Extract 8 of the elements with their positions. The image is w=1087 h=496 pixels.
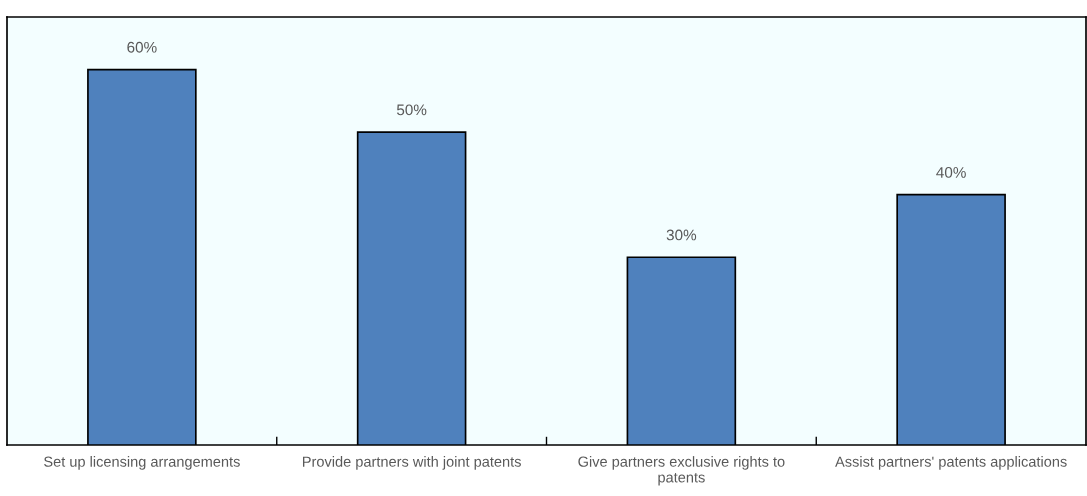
data-label: 50% <box>396 104 427 116</box>
data-label: 40% <box>936 166 966 178</box>
x-tick-label: Assist partners' patents applications <box>835 456 1067 470</box>
data-label: 60% <box>127 41 157 53</box>
x-tick-label: Set up licensing arrangements <box>44 456 240 470</box>
data-label: 30% <box>666 229 697 241</box>
x-tick-label: Provide partners with joint patents <box>302 456 521 470</box>
x-tick-label: Give partners exclusive rights to patents <box>578 456 785 486</box>
